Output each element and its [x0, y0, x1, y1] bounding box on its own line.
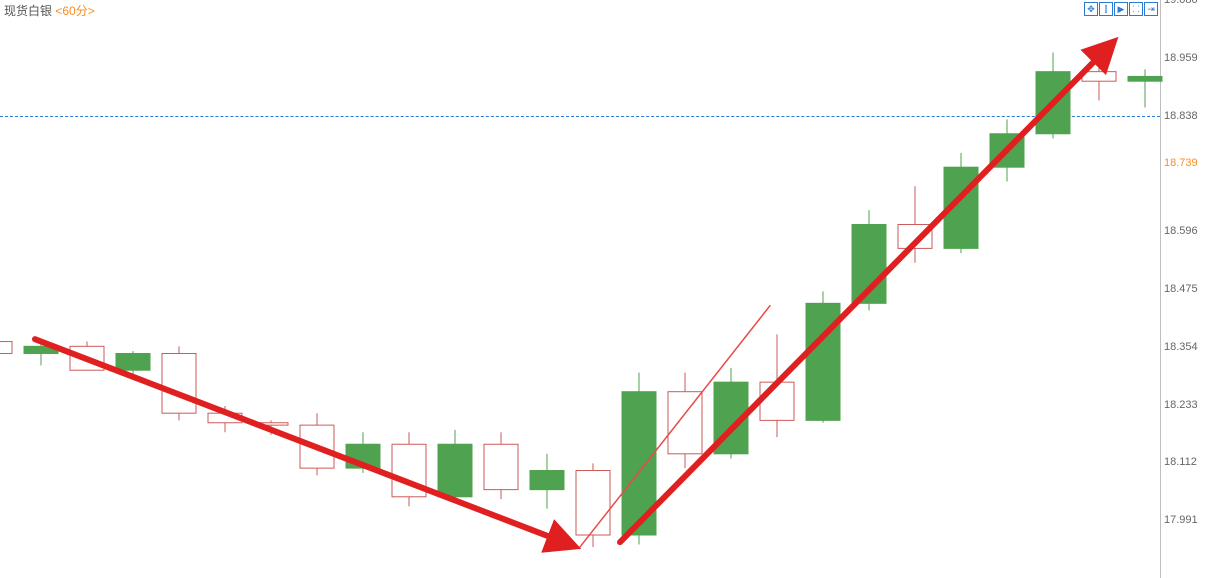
candle-body — [162, 353, 196, 413]
candle-body — [760, 382, 794, 420]
candle-body — [576, 471, 610, 535]
y-tick-label: 18.475 — [1164, 283, 1198, 295]
tool-move[interactable]: ✥ — [1084, 2, 1098, 16]
candle-body — [208, 413, 242, 423]
candle-body — [530, 471, 564, 490]
tool-settings[interactable]: ⸬ — [1129, 2, 1143, 16]
candle-body — [116, 353, 150, 370]
instrument-name: 现货白银 — [4, 4, 52, 18]
y-tick-label: 18.959 — [1164, 52, 1198, 64]
y-axis-labels: 19.080 18.959 18.838 18.739 18.596 18.475 18.3… — [1164, 0, 1220, 578]
candle-body — [622, 392, 656, 535]
tool-play[interactable]: ▶ — [1114, 2, 1128, 16]
y-tick-label: 18.233 — [1164, 399, 1198, 411]
candle-body — [944, 167, 978, 248]
y-tick-label: 18.838 — [1164, 110, 1198, 122]
candle-body — [300, 425, 334, 468]
candle-body — [0, 342, 12, 354]
candle-body — [806, 303, 840, 420]
candle-body — [898, 225, 932, 249]
y-tick-label: 18.112 — [1164, 456, 1197, 468]
candlestick-layer — [0, 0, 1160, 578]
candle-body — [668, 392, 702, 454]
candle-body — [852, 225, 886, 304]
tool-export[interactable]: ⇥ — [1144, 2, 1158, 16]
candle-body — [24, 346, 58, 353]
candle-body — [484, 444, 518, 489]
candle-body — [714, 382, 748, 454]
candle-body — [346, 444, 380, 468]
y-tick-label: 18.354 — [1164, 341, 1198, 353]
y-tick-label: 18.596 — [1164, 225, 1198, 237]
y-tick-label: 18.739 — [1164, 157, 1198, 169]
candle-body — [70, 346, 104, 370]
candle-body — [1082, 72, 1116, 82]
timeframe-label: <60分> — [55, 4, 94, 18]
chart-toolbar: ✥⫿▶⸬⇥ — [1084, 2, 1158, 16]
candle-body — [1036, 72, 1070, 134]
chart-plot-area[interactable] — [0, 0, 1160, 578]
candle-body — [392, 444, 426, 497]
tool-chart[interactable]: ⫿ — [1099, 2, 1113, 16]
chart-title: 现货白银 <60分> — [4, 2, 95, 19]
candle-body — [438, 444, 472, 497]
candle-body — [1128, 76, 1162, 81]
candle-body — [254, 423, 288, 425]
candle-body — [990, 134, 1024, 167]
y-axis-line — [1160, 0, 1161, 578]
y-tick-label: 19.080 — [1164, 0, 1198, 6]
y-tick-label: 17.991 — [1164, 514, 1198, 526]
